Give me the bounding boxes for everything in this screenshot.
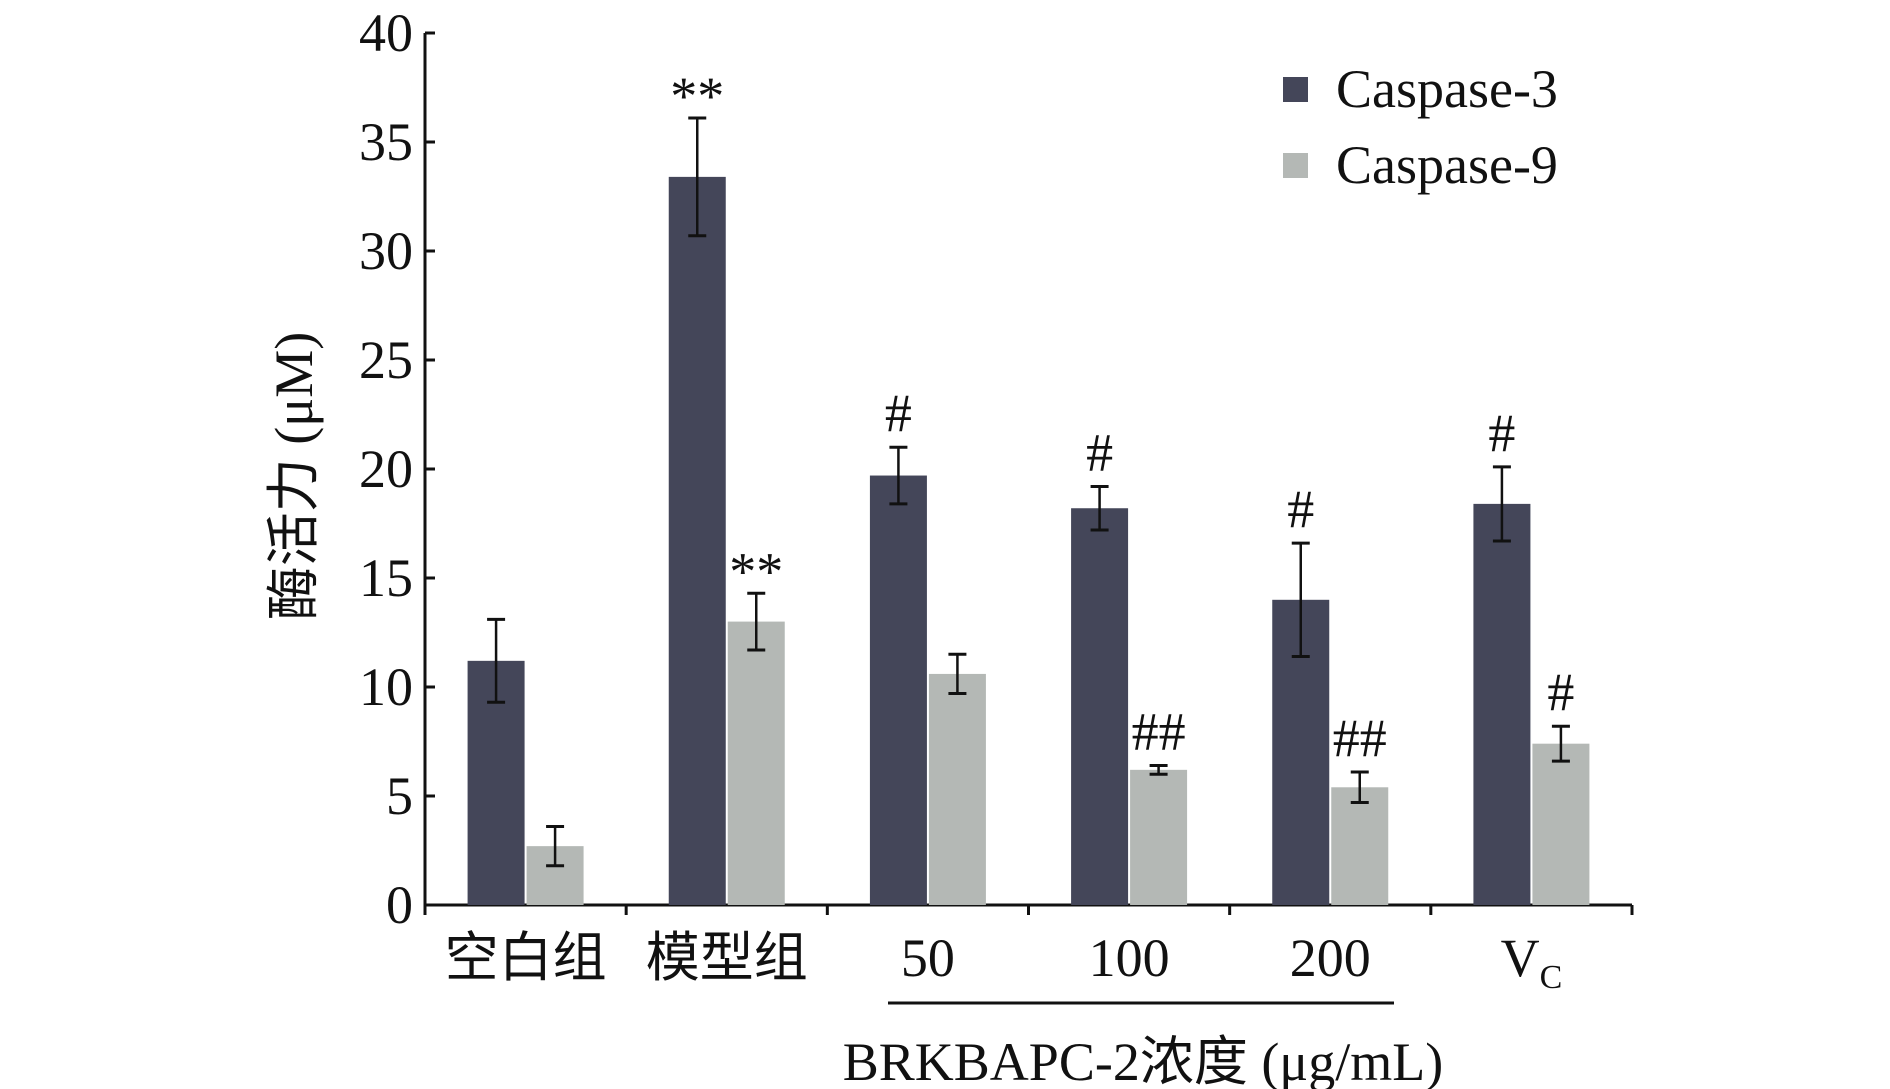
x-tick-label: 100 bbox=[1089, 928, 1170, 988]
legend: Caspase-3 Caspase-9 bbox=[1283, 59, 1558, 195]
y-axis-label: 酶活力 (μM) bbox=[264, 332, 324, 620]
legend-label: Caspase-9 bbox=[1336, 135, 1558, 195]
x-tick-label: 50 bbox=[901, 928, 955, 988]
x-tick-label: 模型组 bbox=[646, 928, 808, 988]
bar-caspase-3 bbox=[1071, 508, 1129, 905]
significance-marker: ## bbox=[1333, 708, 1387, 768]
significance-marker: # bbox=[1086, 422, 1113, 482]
x-tick-label: 空白组 bbox=[445, 928, 607, 988]
bar-caspase-9 bbox=[727, 621, 785, 905]
bar-caspase-3 bbox=[668, 176, 726, 905]
significance-marker: # bbox=[885, 383, 912, 443]
y-tick-label: 20 bbox=[359, 439, 413, 499]
legend-label: Caspase-3 bbox=[1336, 59, 1558, 119]
x-tick-label: 200 bbox=[1290, 928, 1371, 988]
y-tick-label: 25 bbox=[359, 330, 413, 390]
bar-caspase-3 bbox=[1473, 503, 1531, 905]
y-tick-label: 5 bbox=[386, 766, 413, 826]
y-tick-label: 15 bbox=[359, 548, 413, 608]
legend-swatch bbox=[1283, 77, 1308, 102]
x-axis-label: BRKBAPC-2浓度 (μg/mL) bbox=[843, 1032, 1444, 1089]
significance-marker: # bbox=[1287, 479, 1314, 539]
y-tick-label: 35 bbox=[359, 112, 413, 172]
y-tick-label: 10 bbox=[359, 657, 413, 717]
legend-swatch bbox=[1283, 153, 1308, 178]
x-tick-label-subscript: C bbox=[1540, 959, 1563, 996]
y-tick-label: 0 bbox=[386, 875, 413, 935]
bar-caspase-3 bbox=[869, 475, 927, 905]
y-tick-label: 40 bbox=[359, 3, 413, 63]
significance-marker: ** bbox=[670, 66, 724, 126]
bar-caspase-9 bbox=[1130, 769, 1188, 905]
significance-marker: ## bbox=[1132, 701, 1186, 761]
bar-caspase-9 bbox=[1532, 743, 1590, 905]
x-tick-label: VC bbox=[1501, 928, 1563, 996]
significance-marker: # bbox=[1488, 403, 1515, 463]
significance-marker: ** bbox=[729, 541, 783, 601]
bar-caspase-9 bbox=[928, 673, 986, 905]
bar-caspase-9 bbox=[1331, 787, 1389, 905]
significance-marker: # bbox=[1547, 662, 1574, 722]
y-tick-label: 30 bbox=[359, 221, 413, 281]
